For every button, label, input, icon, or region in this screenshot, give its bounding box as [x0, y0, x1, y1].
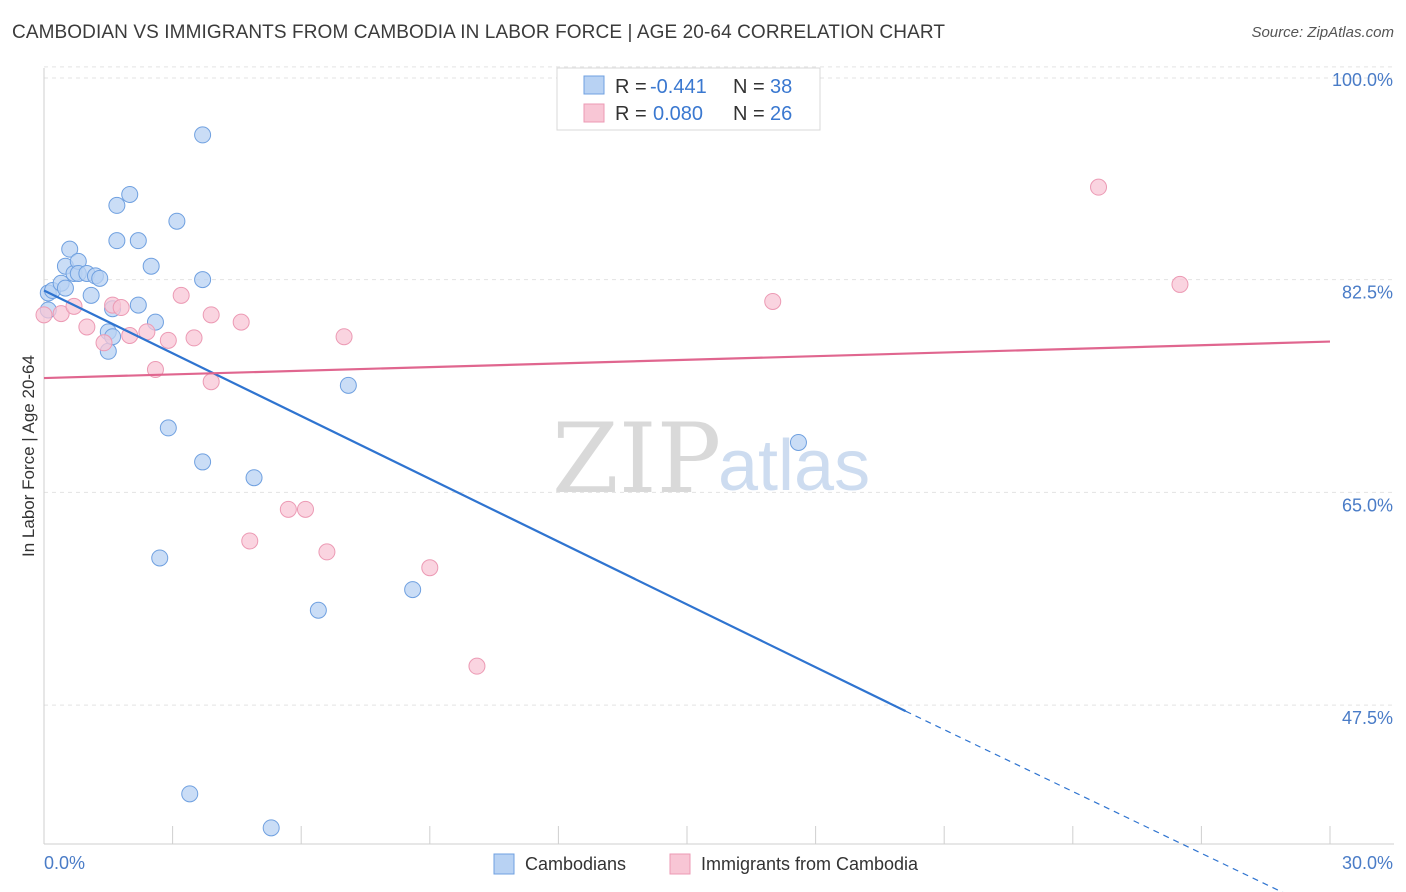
point-immigrants [35, 306, 53, 324]
point-cambodians [194, 453, 212, 471]
point-immigrants [112, 299, 130, 317]
point-immigrants [318, 543, 336, 561]
point-immigrants [421, 559, 439, 577]
legend-r-value-1: -0.441 [650, 76, 707, 98]
legend-swatch-cambodians [583, 75, 605, 95]
point-cambodians [129, 232, 147, 250]
point-cambodians [151, 549, 169, 567]
point-cambodians [181, 785, 199, 803]
point-cambodians [82, 286, 100, 304]
point-cambodians [194, 271, 212, 289]
series-legend-label-immigrants: Immigrants from Cambodia [701, 854, 919, 874]
point-immigrants [1171, 275, 1189, 293]
point-immigrants [146, 361, 164, 379]
series-legend: Cambodians Immigrants from Cambodia [493, 853, 919, 875]
x-tick-label-max: 30.0% [1342, 853, 1393, 873]
point-immigrants [468, 657, 486, 675]
point-immigrants [296, 500, 314, 518]
legend-r-label-1: R = [615, 76, 647, 98]
legend-n-label-1: N = [733, 76, 765, 98]
stats-legend: R = -0.441 N = 38 R = 0.080 N = 26 [556, 67, 821, 131]
point-immigrants [764, 292, 782, 310]
trend-line-cambodians-extension [905, 710, 1284, 892]
trend-line-immigrants [43, 340, 1331, 380]
legend-n-value-2: 26 [770, 103, 792, 125]
point-immigrants [78, 318, 96, 336]
point-cambodians [245, 469, 263, 487]
trend-line-cambodians [43, 289, 907, 713]
point-immigrants [95, 334, 113, 352]
point-immigrants [232, 313, 250, 331]
point-cambodians [404, 581, 422, 599]
watermark-zip: ZIP [552, 403, 721, 515]
point-cambodians [56, 279, 74, 297]
point-cambodians [121, 185, 139, 203]
y-tick-label: 100.0% [1332, 70, 1393, 90]
point-immigrants [1090, 178, 1108, 196]
chart-title: CAMBODIAN VS IMMIGRANTS FROM CAMBODIA IN… [12, 22, 946, 43]
legend-n-value-1: 38 [770, 76, 792, 98]
point-immigrants [241, 532, 259, 550]
point-immigrants [202, 373, 220, 391]
point-immigrants [335, 328, 353, 346]
legend-r-value-2: 0.080 [653, 103, 703, 125]
point-cambodians [159, 419, 177, 437]
point-cambodians [309, 601, 327, 619]
gridlines [44, 66, 1394, 706]
point-cambodians [339, 376, 357, 394]
point-immigrants [159, 331, 177, 349]
point-cambodians [789, 433, 807, 451]
y-axis-label: In Labor Force | Age 20-64 [19, 355, 38, 557]
series-legend-swatch-cambodians [493, 853, 515, 875]
point-cambodians [129, 296, 147, 314]
point-immigrants [172, 286, 190, 304]
point-immigrants [279, 500, 297, 518]
point-cambodians [168, 212, 186, 230]
y-tick-label: 47.5% [1342, 708, 1393, 728]
legend-n-label-2: N = [733, 103, 765, 125]
point-cambodians [108, 196, 126, 214]
point-cambodians [194, 126, 212, 144]
series-legend-swatch-immigrants [669, 853, 691, 875]
point-cambodians [262, 819, 280, 837]
x-tick-label-min: 0.0% [44, 853, 85, 873]
point-immigrants [52, 305, 70, 323]
y-tick-labels: 100.0% 82.5% 65.0% 47.5% [1332, 70, 1393, 728]
point-immigrants [202, 306, 220, 324]
point-cambodians [91, 269, 109, 287]
point-immigrants [185, 329, 203, 347]
point-cambodians [61, 240, 79, 258]
trend-lines [43, 289, 1331, 892]
source-credit: Source: ZipAtlas.com [1251, 24, 1394, 41]
legend-swatch-immigrants [583, 103, 605, 123]
series-legend-label-cambodians: Cambodians [525, 854, 626, 874]
legend-r-label-2: R = [615, 103, 647, 125]
y-tick-label: 82.5% [1342, 283, 1393, 303]
point-cambodians [142, 257, 160, 275]
x-axis-ticks [172, 826, 1331, 844]
y-tick-label: 65.0% [1342, 495, 1393, 515]
point-cambodians [108, 232, 126, 250]
